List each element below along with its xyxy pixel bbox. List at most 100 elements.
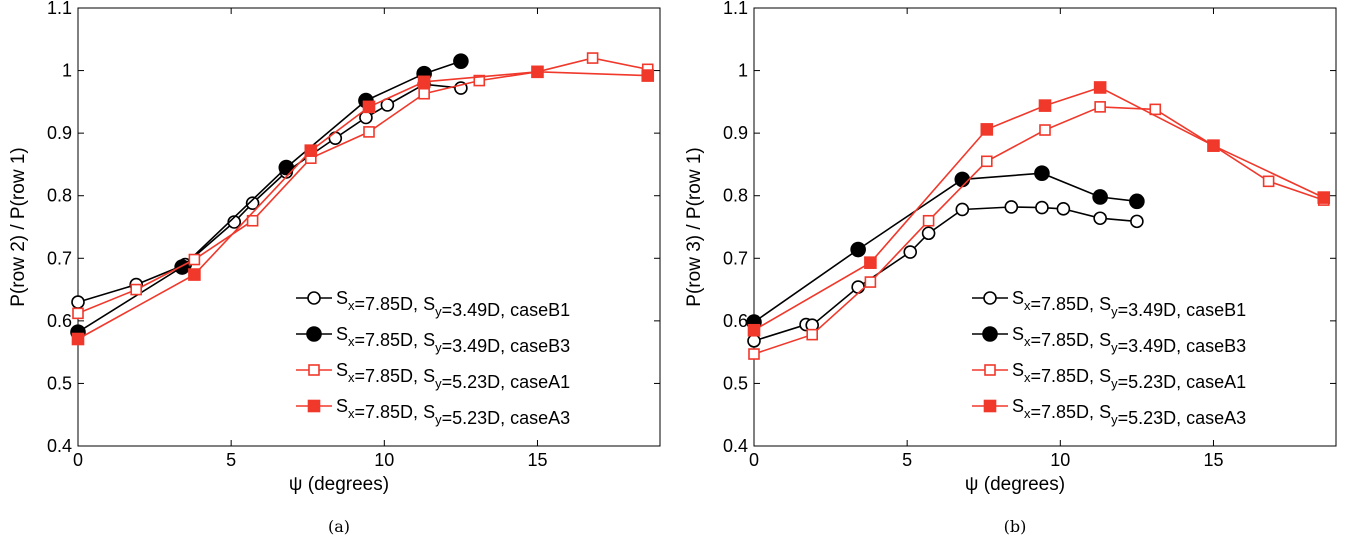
series-line — [77, 83, 461, 303]
y-tick-label: 0.9 — [47, 123, 72, 143]
series-1 — [746, 165, 1145, 330]
data-point — [980, 155, 993, 168]
series-1 — [70, 53, 469, 340]
y-tick-label: 1 — [738, 61, 748, 81]
data-point — [1035, 200, 1049, 215]
data-point — [748, 348, 760, 360]
data-point — [71, 295, 85, 309]
data-point — [473, 74, 486, 87]
legend-marker — [984, 364, 996, 376]
data-point — [71, 332, 85, 346]
data-point — [418, 87, 430, 100]
y-tick-label: 0.8 — [47, 186, 72, 206]
x-tick-label: 15 — [527, 450, 547, 470]
data-point — [531, 65, 544, 79]
legend: Sx=7.85D, Sy=3.49D, caseB1 Sx=7.85D, Sy=3… — [972, 288, 1246, 428]
x-axis-label: ψ (degrees) — [965, 474, 1065, 495]
y-tick-label: 0.6 — [723, 311, 748, 331]
data-point — [304, 144, 318, 157]
data-point — [864, 276, 877, 288]
x-tick-label: 10 — [1050, 450, 1070, 470]
series-3 — [747, 81, 1331, 337]
data-point — [1149, 103, 1162, 116]
data-point — [903, 245, 918, 259]
data-point — [328, 131, 343, 145]
y-tick-label: 1.1 — [723, 0, 748, 18]
data-point — [453, 53, 469, 69]
data-point — [363, 126, 375, 138]
series-0 — [747, 200, 1144, 348]
x-tick-label: 5 — [226, 450, 236, 470]
legend-marker — [307, 291, 321, 305]
data-point — [1262, 175, 1275, 188]
y-tick-label: 1.1 — [47, 0, 72, 18]
plot-frame — [753, 7, 1337, 447]
figure-caption: (a) — [328, 517, 350, 536]
data-point — [1056, 202, 1071, 216]
y-tick-label: 0.4 — [47, 436, 72, 456]
series-3 — [71, 65, 655, 346]
legend-marker — [306, 326, 322, 342]
legend-marker — [982, 326, 998, 342]
data-point — [1093, 81, 1107, 94]
data-point — [72, 307, 84, 320]
data-point — [130, 283, 142, 296]
data-point — [1034, 165, 1050, 181]
x-tick-label: 0 — [73, 450, 83, 470]
data-point — [641, 69, 655, 82]
data-point — [1130, 214, 1144, 229]
data-point — [246, 214, 259, 227]
data-point — [1093, 211, 1107, 226]
y-tick-label: 1 — [62, 61, 72, 81]
data-point — [188, 268, 201, 281]
data-point — [922, 214, 935, 227]
data-point — [921, 226, 936, 241]
data-point — [417, 75, 431, 89]
legend-marker — [983, 399, 997, 413]
y-tick-label: 0.5 — [723, 373, 748, 393]
data-point — [747, 323, 761, 337]
chart-b: 0 5 10 15 0.4 0.5 0.6 0.7 0.8 0.9 1 1.1 ψ (degrees) P… — [684, 0, 1337, 536]
data-point — [1038, 99, 1052, 112]
legend-marker — [308, 364, 320, 376]
legend-entry: Sx=7.85D, Sy=5.23D, caseA1 — [1012, 360, 1246, 392]
y-axis-label: P(row 2) / P(row 1) — [8, 147, 29, 306]
legend-marker — [307, 399, 321, 413]
x-tick-label: 5 — [902, 450, 912, 470]
data-point — [362, 100, 376, 114]
legend-entry: Sx=7.85D, Sy=3.49D, caseB1 — [1012, 288, 1246, 320]
x-axis-label: ψ (degrees) — [289, 474, 389, 495]
data-point — [954, 171, 971, 188]
series-0 — [71, 77, 468, 309]
data-point — [1092, 189, 1108, 205]
y-tick-label: 0.4 — [723, 436, 748, 456]
y-axis-label: P(row 3) / P(row 1) — [684, 147, 705, 306]
legend-entry: Sx=7.85D, Sy=5.23D, caseA1 — [336, 360, 570, 392]
y-tick-label: 0.5 — [47, 373, 72, 393]
x-tick-label: 15 — [1203, 450, 1223, 470]
data-point — [1094, 101, 1106, 113]
data-point — [1039, 124, 1051, 136]
data-point — [1207, 139, 1220, 152]
data-point — [188, 253, 201, 266]
legend-entry: Sx=7.85D, Sy=5.23D, caseA3 — [336, 396, 570, 428]
x-tick-label: 0 — [749, 450, 759, 470]
legend-marker — [983, 291, 997, 305]
y-tick-label: 0.7 — [723, 248, 748, 268]
y-tick-label: 0.8 — [723, 186, 748, 206]
legend-entry: Sx=7.85D, Sy=3.49D, caseB3 — [1012, 324, 1246, 356]
data-point — [1317, 191, 1331, 204]
data-point — [955, 202, 970, 217]
data-point — [1129, 193, 1145, 210]
data-point — [980, 123, 994, 136]
legend-entry: Sx=7.85D, Sy=5.23D, caseA3 — [1012, 396, 1246, 428]
data-point — [1004, 200, 1019, 214]
data-point — [806, 328, 818, 341]
data-point — [245, 196, 260, 211]
figure-caption: (b) — [1004, 517, 1027, 536]
data-point — [864, 256, 877, 269]
data-point — [851, 280, 865, 294]
legend: Sx=7.85D, Sy=3.49D, caseB1 Sx=7.85D, Sy=3… — [296, 288, 570, 428]
x-tick-label: 10 — [374, 450, 394, 470]
legend-entry: Sx=7.85D, Sy=3.49D, caseB1 — [336, 288, 570, 320]
